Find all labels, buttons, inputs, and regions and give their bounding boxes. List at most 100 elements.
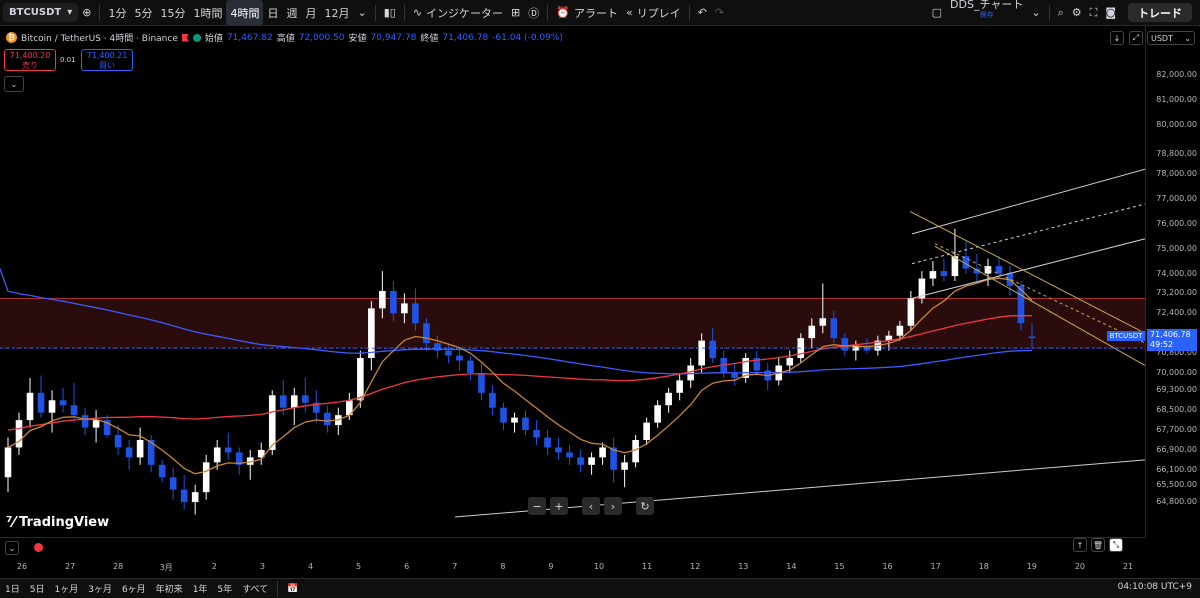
high-value: 72,000.50 <box>298 32 345 43</box>
time-tick-label: 7 <box>452 562 458 571</box>
candle-body <box>929 271 937 279</box>
undo-icon[interactable]: ↶ <box>697 6 707 19</box>
spread-value: 0.01 <box>60 56 76 64</box>
divider <box>99 4 101 21</box>
chevron-down-icon[interactable]: ⌄ <box>1031 6 1041 19</box>
price-tick-label: 82,000.00 <box>1156 69 1197 79</box>
candle-body <box>368 308 375 359</box>
timeframe-7[interactable]: 月 <box>305 6 317 20</box>
timeframe-4[interactable]: 4時間 <box>226 0 264 25</box>
candle-body <box>445 350 452 356</box>
candle-body <box>599 447 606 458</box>
nav-gap <box>572 497 578 515</box>
logo-text: TradingView <box>19 514 110 530</box>
pair-title[interactable]: Bitcoin / TetherUS · 4時間 · Binance <box>21 34 178 44</box>
reset-chart-icon[interactable]: ↻ <box>636 497 654 515</box>
high-label: 高値 <box>276 34 295 44</box>
chevron-down-icon[interactable]: ⌄ <box>5 541 19 555</box>
candle-body <box>1017 286 1025 324</box>
range-4[interactable]: 6ヶ月 <box>121 585 146 595</box>
candle-style-icon[interactable]: ▮▯ <box>383 6 396 19</box>
layout-name-button[interactable]: DDS_チャート 保存 <box>946 0 1027 25</box>
range-6[interactable]: 1年 <box>192 585 208 595</box>
ma-line-orange <box>7 277 1033 475</box>
candle-body <box>918 278 926 299</box>
timeframe-2[interactable]: 15分 <box>160 6 186 20</box>
candle-body <box>995 266 1003 274</box>
symbol-price-tag: BTCUSDT <box>1107 331 1145 341</box>
scroll-right-icon[interactable]: › <box>604 497 622 515</box>
candle-body <box>103 420 111 436</box>
range-5[interactable]: 年初来 <box>155 585 183 595</box>
range-2[interactable]: 1ヶ月 <box>54 585 79 595</box>
candle-body <box>246 457 254 465</box>
fullscreen-icon[interactable]: ⛶ <box>1089 5 1098 19</box>
bar-countdown: 49:52 <box>1150 340 1174 349</box>
buy-button[interactable]: 71,400.21 買い <box>81 49 133 71</box>
auto-scale-icon[interactable]: ⤡ <box>1109 538 1123 552</box>
divider <box>1048 4 1050 21</box>
maximize-icon[interactable]: ⤢ <box>1129 31 1143 45</box>
divider <box>277 580 279 597</box>
arrow-up-icon[interactable]: ↑ <box>1073 538 1087 552</box>
range-3[interactable]: 3ヶ月 <box>88 585 112 595</box>
nav-gap <box>626 497 632 515</box>
replay-label: リプレイ <box>636 6 681 20</box>
alert-button[interactable]: ⏰ アラート <box>552 0 622 25</box>
layout-square-icon[interactable]: ▢ <box>931 6 943 19</box>
timeframe-1[interactable]: 5分 <box>134 6 153 20</box>
zoom-in-icon[interactable]: + <box>550 497 568 515</box>
symbol-search[interactable]: BTCUSDT ▾ <box>3 3 79 22</box>
replay-button[interactable]: « リプレイ <box>622 0 685 25</box>
market-status-icon <box>192 33 201 42</box>
range-0[interactable]: 1日 <box>5 585 20 595</box>
calendar-icon[interactable]: 📅 <box>287 583 299 594</box>
candle-body <box>268 395 276 450</box>
clock: 04:10:08 UTC+9 <box>1117 582 1192 592</box>
timeframe-6[interactable]: 週 <box>286 6 298 20</box>
price-chart[interactable] <box>0 25 1145 537</box>
zoom-out-icon[interactable]: − <box>528 497 546 515</box>
divider <box>547 4 549 21</box>
indicators-button[interactable]: ∿ インジケーター <box>409 0 507 25</box>
time-tick-label: 4 <box>307 562 314 571</box>
timeframe-8[interactable]: 12月 <box>324 6 350 20</box>
range-1[interactable]: 5日 <box>29 585 45 595</box>
time-tick-label: 2 <box>211 562 217 571</box>
trade-button[interactable]: トレード <box>1128 3 1192 22</box>
candle-body <box>709 340 716 359</box>
timeframe-0[interactable]: 1分 <box>108 6 127 20</box>
range-8[interactable]: すべて <box>242 585 269 595</box>
redo-icon[interactable]: ↷ <box>714 6 725 19</box>
currency-select[interactable]: USDT ⌄ <box>1147 31 1195 45</box>
compare-add-icon[interactable]: ⊕ <box>82 6 92 19</box>
candle-body <box>158 464 166 478</box>
candle-body <box>290 395 298 408</box>
legend-collapse-button[interactable]: ⌄ <box>4 76 24 92</box>
record-icon[interactable] <box>34 543 43 552</box>
long-support-line <box>454 459 1145 518</box>
price-tick-label: 78,800.00 <box>1156 149 1197 159</box>
range-7[interactable]: 5年 <box>217 585 233 595</box>
down-channel-lower <box>934 245 1145 366</box>
camera-icon[interactable]: ◙ <box>1105 6 1116 19</box>
quick-search-icon[interactable]: ⌕ <box>1057 5 1064 19</box>
trash-icon[interactable]: 🗑 <box>1091 538 1105 552</box>
time-axis[interactable]: ⌄ 26 27 28 3月 2 3 4 5 6 7 8 9 10 11 12 13 14 15 16 17 18 19 20… <box>0 537 1145 572</box>
tradingview-logo[interactable]: ⁷⁄ TradingView <box>6 513 109 531</box>
hotlist-icon[interactable]: Ⓓ <box>528 6 540 20</box>
candle-body <box>478 372 485 393</box>
chevron-down-icon[interactable]: ⌄ <box>357 6 367 19</box>
time-tick-label: 15 <box>834 562 845 571</box>
timeframe-3[interactable]: 1時間 <box>193 6 223 20</box>
sell-button[interactable]: 71,400.20 売り <box>4 49 56 71</box>
price-axis[interactable]: 82,000.00 81,000.00 80,000.00 78,800.00 78,0… <box>1145 25 1200 537</box>
candle-body <box>643 422 650 440</box>
layout-grid-icon[interactable]: ⊞ <box>511 6 521 19</box>
timeframe-5[interactable]: 日 <box>267 6 279 20</box>
flag-icon[interactable] <box>181 33 189 42</box>
scroll-left-icon[interactable]: ‹ <box>582 497 600 515</box>
price-tick-label: 66,100.00 <box>1156 464 1197 474</box>
scroll-to-latest-icon[interactable]: ↓ <box>1110 31 1124 45</box>
gear-icon[interactable]: ⚙ <box>1071 6 1082 19</box>
